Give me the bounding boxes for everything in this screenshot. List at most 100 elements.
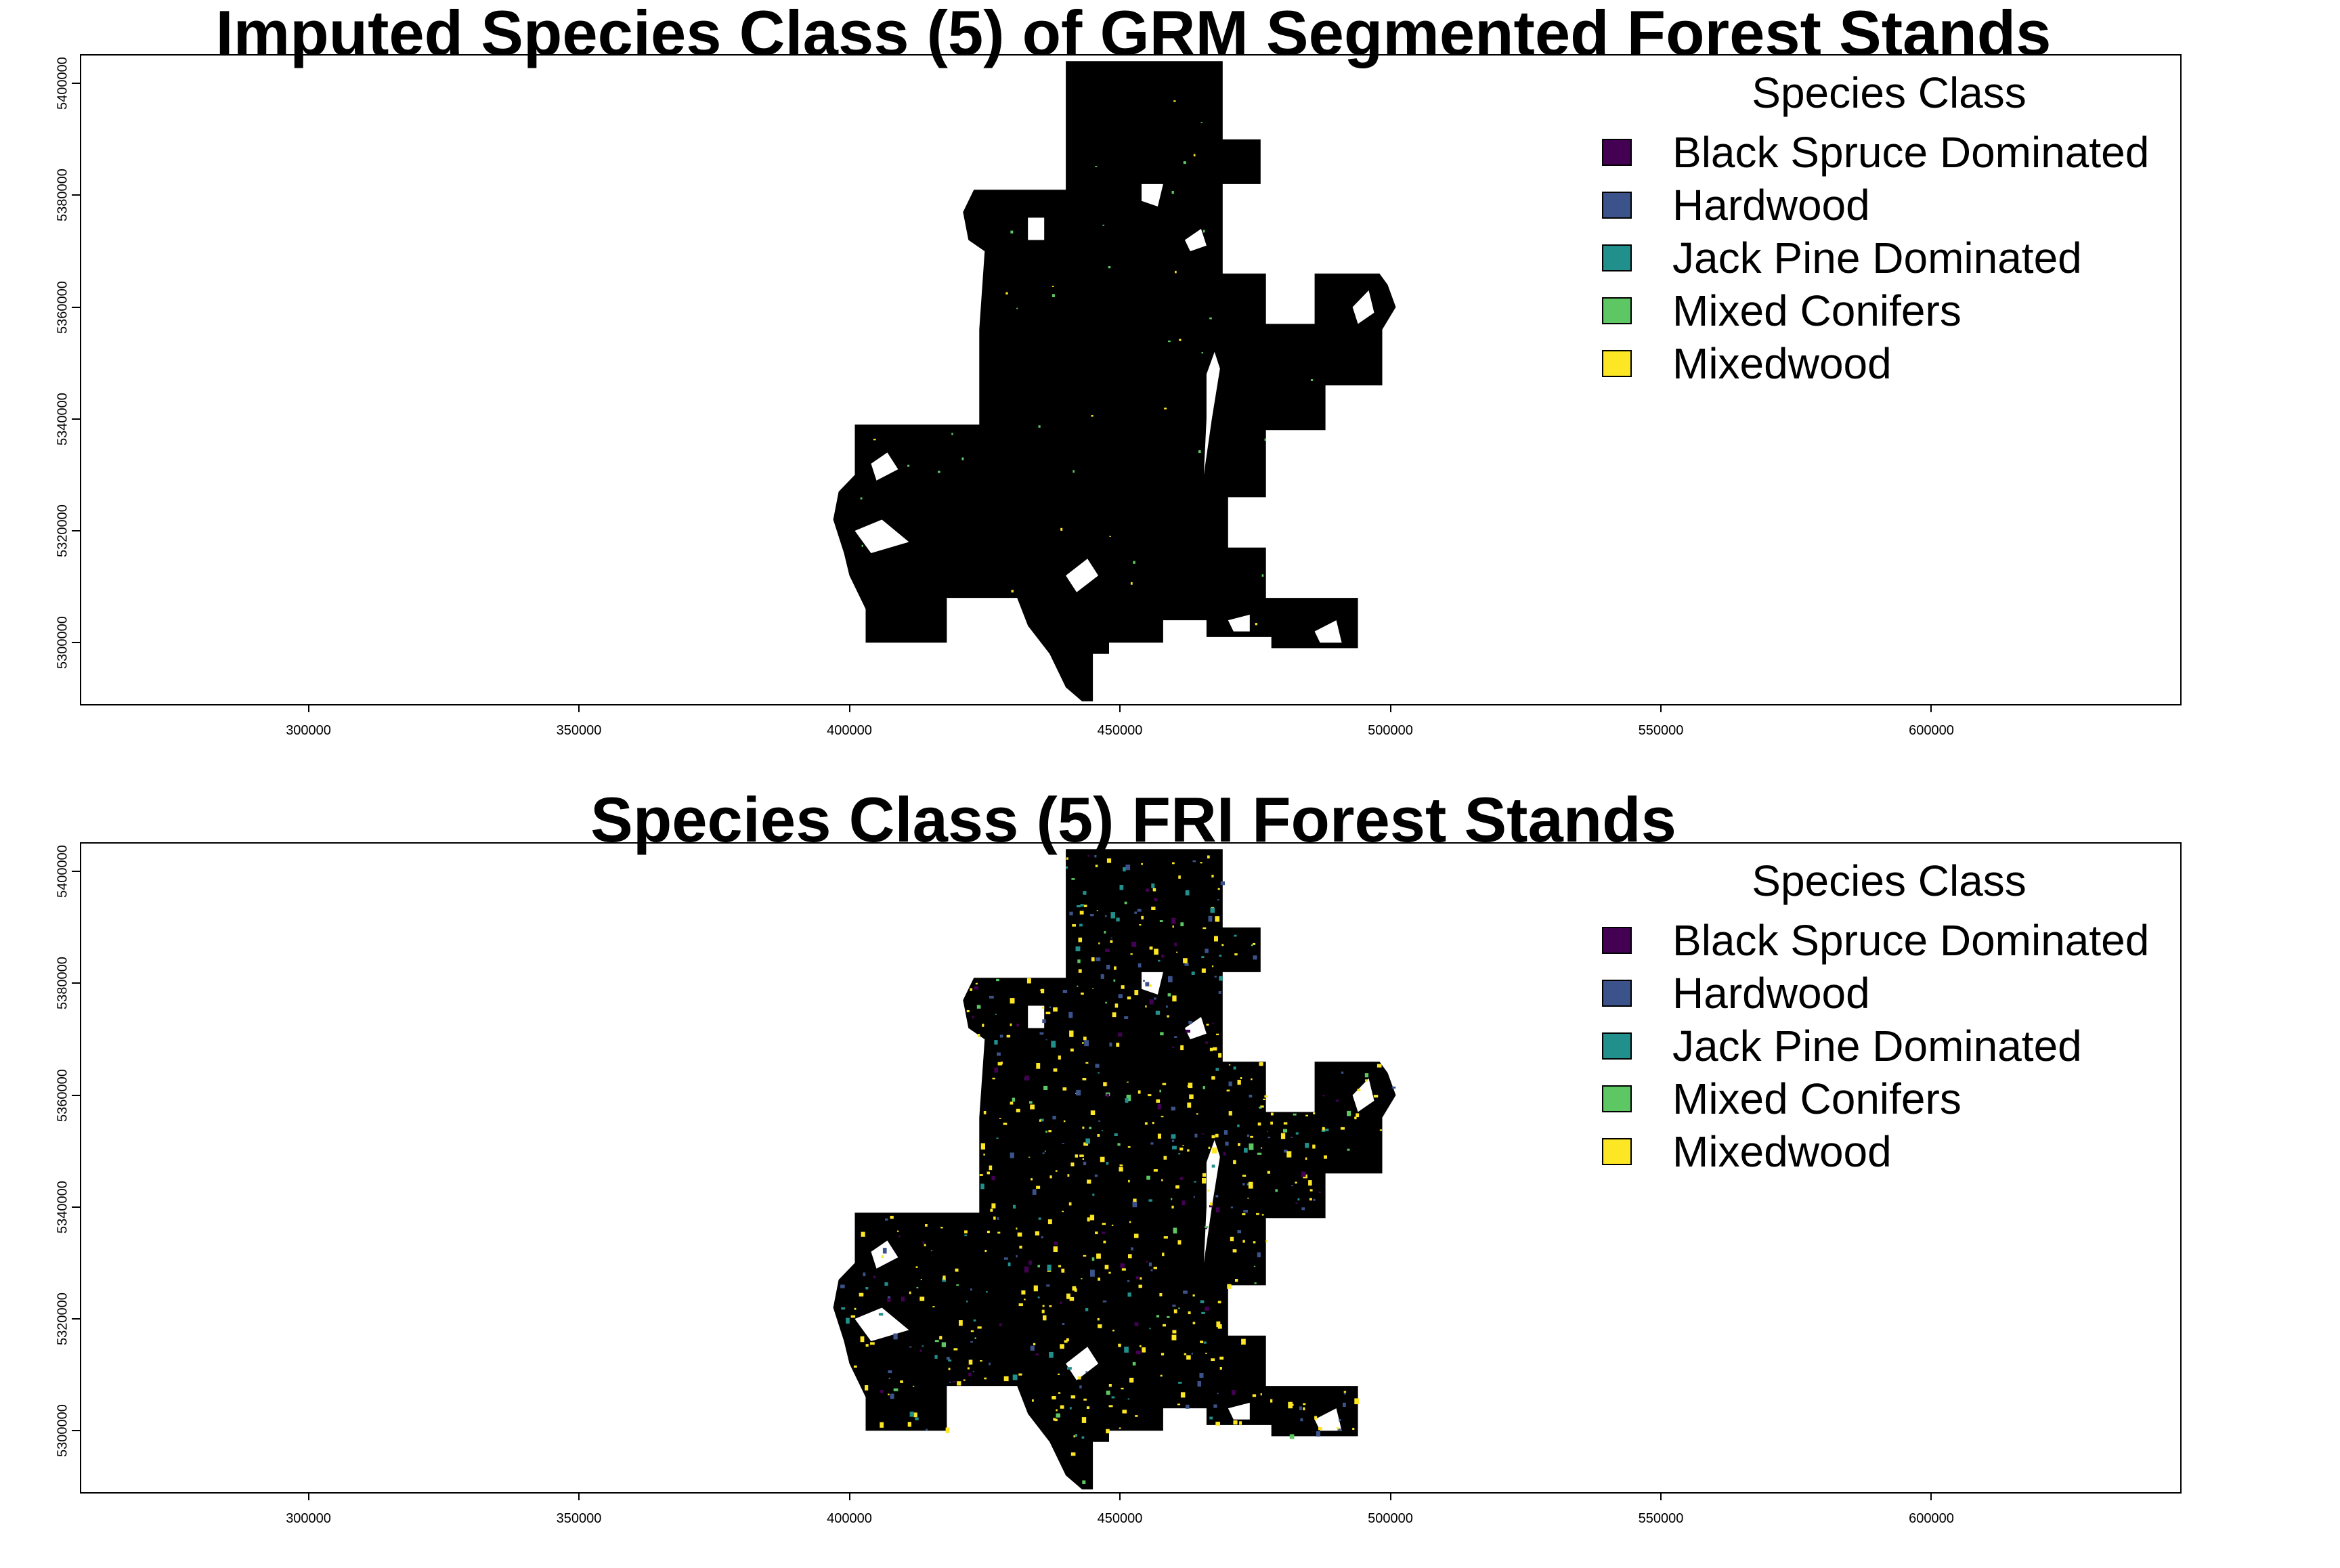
stand-patch [1218, 991, 1221, 994]
stand-patch [996, 1137, 999, 1139]
stand-patch [846, 1317, 850, 1324]
y-tick-mark [72, 1206, 80, 1208]
stand-patch [1253, 942, 1256, 945]
stand-patch [1233, 1160, 1236, 1164]
stand-patch [1192, 1294, 1195, 1297]
stand-patch [1336, 1099, 1339, 1102]
stand-patch [1188, 1020, 1192, 1024]
stand-patch [1313, 1198, 1316, 1201]
stand-patch [1337, 1427, 1339, 1430]
stand-patch [1010, 1102, 1014, 1105]
stand-patch [1029, 1101, 1033, 1104]
stand-patch [1267, 1131, 1269, 1132]
stand-patch [1044, 1150, 1046, 1152]
stand-patch [1219, 976, 1223, 981]
lake-gap [1066, 1347, 1099, 1380]
stand-patch [1211, 875, 1214, 878]
stand-patch [1127, 1146, 1131, 1148]
stand-patch [1119, 1427, 1121, 1429]
x-tick-label: 450000 [1097, 1511, 1143, 1526]
stand-patch [1142, 1347, 1146, 1353]
stand-patch [991, 1203, 996, 1208]
stand-patch [1202, 1133, 1205, 1135]
stand-patch [968, 1359, 973, 1365]
stand-patch [1202, 1178, 1207, 1184]
stand-patch [1144, 1122, 1148, 1125]
stand-patch [884, 1282, 888, 1286]
stand-patch [1201, 956, 1205, 959]
stand-patch [1295, 1181, 1297, 1184]
legend-item: Mixed Conifers [1591, 1072, 2201, 1125]
stand-patch [1257, 1252, 1261, 1258]
stand-patch [1068, 1202, 1072, 1206]
stand-patch [1083, 891, 1087, 895]
stand-patch [1122, 1410, 1127, 1414]
stand-patch [1233, 1066, 1236, 1070]
stand-patch [1127, 1280, 1130, 1282]
stand-patch [1171, 1134, 1176, 1139]
y-tick-label: 5340000 [55, 392, 70, 445]
stand-patch [873, 439, 876, 441]
stand-patch [1154, 949, 1158, 955]
stand-patch [1215, 1195, 1219, 1198]
stand-patch [1130, 953, 1133, 955]
stand-patch [989, 1362, 991, 1366]
stand-patch [1053, 1007, 1058, 1012]
legend-swatch [1602, 980, 1632, 1007]
stand-patch [1067, 1174, 1070, 1177]
x-tick-label: 300000 [286, 1511, 331, 1526]
stand-patch [1322, 1095, 1325, 1097]
stand-patch [1094, 1174, 1098, 1177]
stand-patch [932, 1306, 935, 1307]
stand-patch [1217, 899, 1219, 901]
lake-gap [1066, 559, 1099, 592]
stand-patch [1041, 988, 1045, 994]
stand-patch [1077, 1376, 1081, 1380]
stand-patch [1186, 1355, 1191, 1360]
stand-patch [1207, 855, 1210, 858]
stand-patch [1182, 1200, 1186, 1206]
stand-patch [1075, 1154, 1078, 1158]
stand-patch [1052, 1116, 1056, 1120]
stand-patch [1011, 590, 1014, 593]
stand-patch [1146, 1261, 1148, 1263]
stand-patch [1379, 1129, 1382, 1131]
stand-patch [948, 1359, 952, 1362]
stand-patch [1087, 1217, 1090, 1222]
stand-patch [1121, 1387, 1124, 1390]
stand-patch [1109, 536, 1111, 537]
stand-patch [1072, 470, 1075, 473]
stand-patch [934, 1340, 939, 1343]
stand-patch [1140, 1277, 1142, 1280]
stand-patch [1128, 1254, 1132, 1259]
stand-patch [1171, 1334, 1177, 1341]
stand-patch [1095, 1064, 1100, 1068]
stand-patch [865, 1344, 869, 1347]
stand-patch [854, 1307, 857, 1310]
stand-patch [1310, 379, 1314, 381]
stand-patch [1049, 1305, 1052, 1307]
stand-patch [970, 988, 973, 991]
stand-patch [1305, 1157, 1307, 1160]
stand-patch [1391, 1086, 1396, 1089]
stand-patch [1083, 1398, 1087, 1401]
stand-patch [934, 1355, 938, 1359]
stand-patch [1090, 1110, 1096, 1115]
stand-patch [1183, 958, 1188, 963]
stand-patch [1095, 1232, 1098, 1234]
stand-patch [994, 1067, 998, 1073]
stand-patch [870, 1342, 875, 1345]
stand-patch [1158, 959, 1161, 962]
stand-patch [987, 1230, 990, 1234]
stand-patch [1089, 1215, 1095, 1221]
legend-label: Black Spruce Dominated [1672, 128, 2150, 177]
stand-patch [1303, 1407, 1305, 1411]
stand-patch [1120, 1263, 1125, 1268]
stand-patch [1032, 1189, 1037, 1195]
stand-patch [972, 1370, 974, 1372]
stand-patch [1162, 1253, 1165, 1257]
stand-patch [1322, 1127, 1325, 1131]
stand-patch [1123, 867, 1126, 872]
stand-patch [1208, 1146, 1211, 1149]
stand-patch [1110, 912, 1115, 919]
